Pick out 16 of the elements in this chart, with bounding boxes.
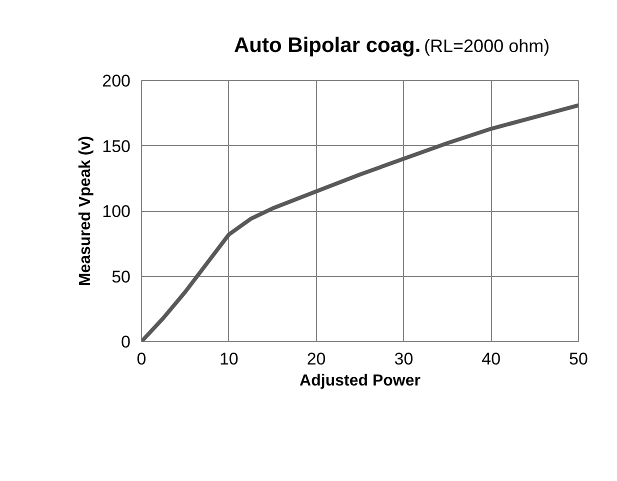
x-axis-title: Adjusted Power — [300, 372, 420, 390]
y-axis-title: Measured Vpeak (v) — [77, 136, 94, 286]
x-tick-label: 10 — [219, 350, 238, 368]
line-series — [142, 103, 578, 342]
x-tick-label: 50 — [569, 350, 588, 368]
y-tick-label: 50 — [112, 267, 131, 286]
x-tick-label: 30 — [394, 350, 414, 368]
y-tick-label: 0 — [121, 332, 131, 352]
x-tick-label: 0 — [136, 350, 146, 368]
y-tick-label: 200 — [102, 72, 131, 90]
x-tick-label: 40 — [482, 350, 501, 368]
y-tick-label: 150 — [102, 136, 131, 156]
chart-title: Auto Bipolar coag. — [234, 34, 421, 57]
chart-subtitle: (RL=2000 ohm) — [424, 36, 550, 56]
y-tick-label: 100 — [102, 202, 131, 221]
x-tick-label: 20 — [306, 350, 326, 368]
